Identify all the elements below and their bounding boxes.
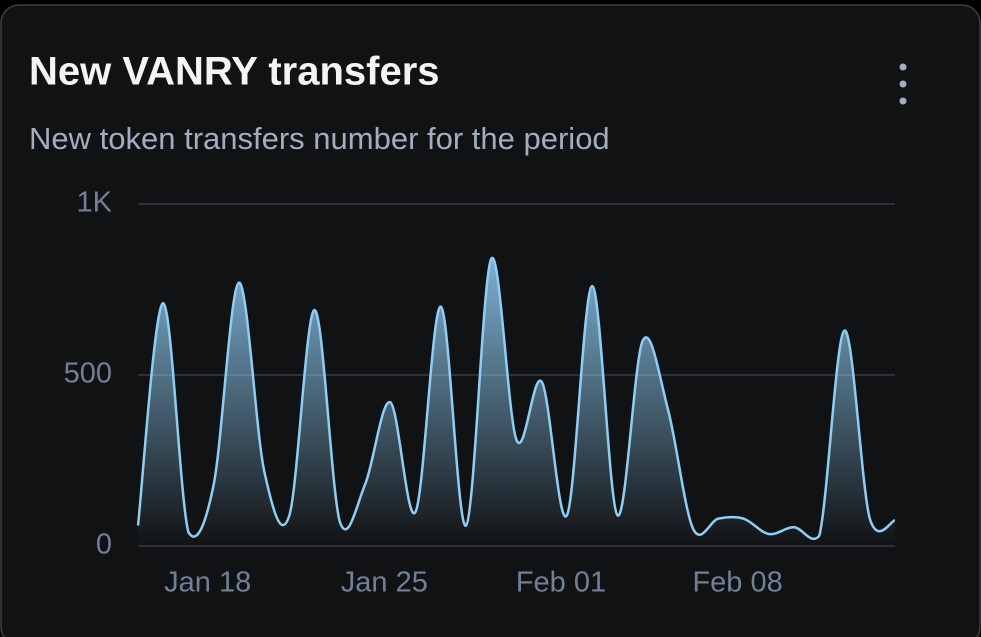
- x-tick-label: Jan 18: [164, 567, 251, 599]
- area: [138, 257, 895, 546]
- chart-title: New VANRY transfers: [29, 50, 440, 94]
- x-tick-label: Feb 08: [692, 567, 782, 599]
- y-tick-label: 0: [96, 529, 112, 561]
- x-tick-label: Jan 25: [341, 567, 428, 599]
- chart-subtitle: New token transfers number for the perio…: [29, 121, 610, 156]
- x-tick-label: Feb 01: [516, 567, 606, 599]
- menu-button[interactable]: [899, 63, 907, 105]
- y-tick-label: 1K: [77, 187, 113, 219]
- y-tick-label: 500: [64, 358, 112, 390]
- line: [136, 257, 896, 541]
